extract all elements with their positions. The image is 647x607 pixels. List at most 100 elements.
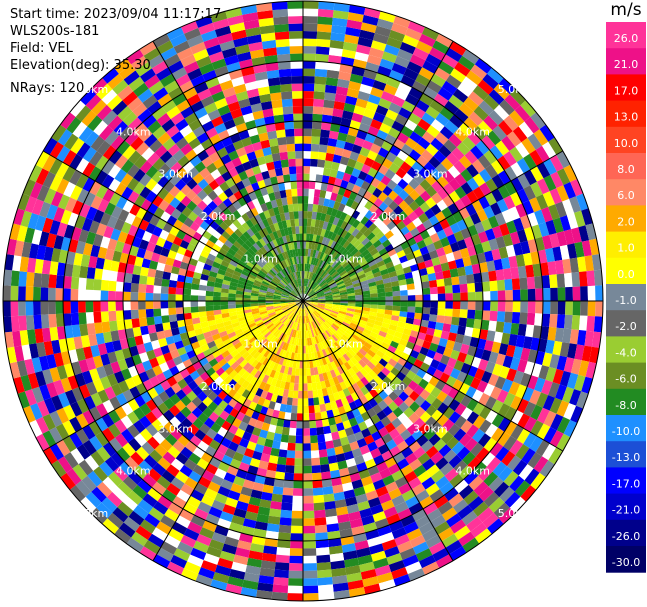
colorbar-tick-label: -26.0 (612, 530, 640, 543)
velocity-bin (478, 196, 491, 210)
velocity-bin (478, 358, 489, 371)
velocity-bin (395, 167, 407, 179)
velocity-bin (336, 280, 345, 286)
velocity-bin (567, 343, 578, 359)
velocity-bin (467, 283, 476, 293)
velocity-bin (154, 269, 164, 279)
velocity-bin (343, 231, 352, 241)
velocity-bin (478, 231, 489, 244)
velocity-bin (145, 308, 154, 318)
velocity-bin (267, 77, 281, 87)
velocity-bin (504, 94, 521, 111)
velocity-bin (545, 367, 557, 383)
velocity-bin (267, 515, 281, 525)
velocity-bin (321, 114, 333, 124)
velocity-bin (305, 278, 308, 287)
velocity-bin (291, 510, 303, 519)
velocity-bin (563, 229, 575, 245)
velocity-bin (481, 218, 493, 232)
velocity-bin (517, 229, 528, 243)
velocity-bin (421, 149, 434, 162)
velocity-bin (25, 315, 35, 330)
velocity-bin (376, 283, 385, 290)
velocity-bin (145, 284, 154, 294)
velocity-bin (362, 140, 374, 151)
velocity-bin (324, 92, 336, 101)
velocity-bin (569, 196, 582, 213)
velocity-bin (269, 508, 281, 518)
velocity-bin (493, 83, 510, 100)
velocity-bin (319, 456, 329, 466)
velocity-bin (436, 315, 445, 324)
velocity-bin (368, 223, 378, 233)
velocity-bin (272, 584, 289, 594)
velocity-bin (407, 20, 425, 34)
colorbar-tick-label: 13.0 (614, 111, 639, 124)
velocity-bin (452, 292, 461, 301)
velocity-bin (287, 593, 303, 601)
velocity-bin (316, 46, 330, 55)
velocity-bin (505, 244, 516, 258)
velocity-bin (497, 290, 506, 301)
ring-label: 2.0km (201, 210, 236, 223)
velocity-bin (314, 258, 320, 266)
velocity-bin (591, 254, 602, 271)
velocity-bin (309, 292, 316, 297)
ring-label: 3.0km (413, 422, 448, 435)
velocity-bin (274, 569, 289, 579)
velocity-bin (402, 172, 414, 184)
velocity-bin (549, 233, 560, 248)
velocity-bin (517, 323, 527, 337)
velocity-bin (277, 456, 287, 466)
velocity-bin (380, 252, 390, 261)
velocity-bin (581, 240, 592, 257)
velocity-bin (198, 290, 206, 296)
velocity-bin (175, 294, 184, 301)
velocity-bin (459, 155, 472, 169)
velocity-bin (303, 113, 313, 122)
velocity-bin (440, 236, 450, 248)
velocity-bin (317, 297, 326, 300)
velocity-bin (360, 206, 370, 217)
velocity-bin (338, 310, 347, 315)
velocity-bin (220, 301, 229, 306)
velocity-bin (497, 184, 511, 199)
velocity-bin (335, 278, 344, 284)
velocity-bin (381, 140, 393, 152)
velocity-bin (319, 269, 325, 277)
velocity-bin (327, 257, 334, 265)
velocity-bin (347, 301, 356, 304)
velocity-bin (327, 62, 341, 72)
velocity-bin (310, 264, 315, 273)
velocity-bin (414, 312, 423, 320)
velocity-bin (326, 222, 333, 231)
velocity-bin (467, 292, 476, 301)
velocity-bin (443, 315, 453, 325)
velocity-bin (405, 137, 418, 150)
velocity-bin (422, 60, 438, 74)
velocity-bin (466, 274, 475, 284)
velocity-bin (435, 112, 450, 127)
velocity-bin (414, 184, 426, 196)
velocity-bin (437, 87, 453, 101)
velocity-bin (303, 38, 317, 47)
velocity-bin (307, 288, 312, 295)
velocity-bin (491, 174, 505, 189)
velocity-bin (33, 272, 42, 288)
velocity-bin (581, 345, 592, 362)
velocity-bin (327, 176, 336, 186)
velocity-bin (574, 241, 585, 258)
velocity-bin (466, 318, 475, 328)
velocity-bin (465, 203, 477, 216)
velocity-bin (383, 282, 392, 289)
velocity-bin (507, 131, 522, 147)
colorbar-tick-label: 0.0 (617, 268, 635, 281)
colorbar-tick-label: -17.0 (612, 477, 640, 490)
velocity-bin (359, 260, 368, 268)
velocity-bin (494, 212, 507, 226)
velocity-bin (593, 316, 603, 333)
velocity-bin (433, 150, 447, 164)
velocity-bin (347, 255, 356, 264)
velocity-bin (213, 291, 221, 297)
velocity-bin (369, 331, 379, 339)
